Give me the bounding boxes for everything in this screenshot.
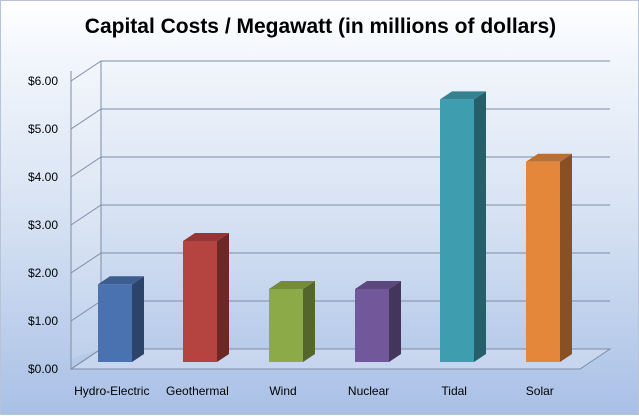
x-tick-label: Geothermal [166, 384, 229, 398]
bar-side [217, 233, 229, 362]
gridline-diagonal [70, 156, 102, 178]
y-tick-label: $0.00 [28, 362, 58, 376]
bar-top [526, 153, 572, 162]
x-tick-label: Nuclear [348, 384, 389, 398]
bar-top [98, 276, 144, 285]
bar-top [269, 281, 315, 289]
y-tick-label: $1.00 [28, 314, 58, 328]
gridline-diagonal [70, 204, 102, 226]
gridline-diagonal [70, 60, 102, 82]
x-tick-label: Solar [526, 384, 554, 398]
bar-top [440, 91, 486, 100]
bar-side [132, 276, 144, 362]
bar-top [355, 281, 401, 289]
x-tick-label: Hydro-Electric [74, 384, 149, 398]
y-tick-label: $4.00 [28, 170, 58, 184]
bar [183, 241, 217, 362]
x-tick-label: Tidal [441, 384, 467, 398]
gridline-diagonal [70, 108, 102, 130]
bar-side [474, 91, 486, 363]
bar [526, 161, 560, 362]
bar [440, 99, 474, 363]
bar [355, 289, 389, 362]
side-wall [71, 61, 101, 359]
bar-side [303, 281, 315, 362]
y-tick-label: $3.00 [28, 218, 58, 232]
y-tick-label: $6.00 [28, 74, 58, 88]
gridline-diagonal [70, 348, 102, 370]
bar-top [183, 233, 229, 241]
chart-title: Capital Costs / Megawatt (in millions of… [84, 15, 557, 38]
y-tick-label: $5.00 [28, 122, 58, 136]
bar-side [560, 153, 572, 362]
x-tick-label: Wind [269, 384, 296, 398]
y-tick-label: $2.00 [28, 266, 58, 280]
bar [98, 284, 132, 362]
bar-side [389, 281, 401, 362]
gridline-diagonal [70, 300, 102, 322]
bar [269, 289, 303, 362]
gridline-diagonal [70, 252, 102, 274]
